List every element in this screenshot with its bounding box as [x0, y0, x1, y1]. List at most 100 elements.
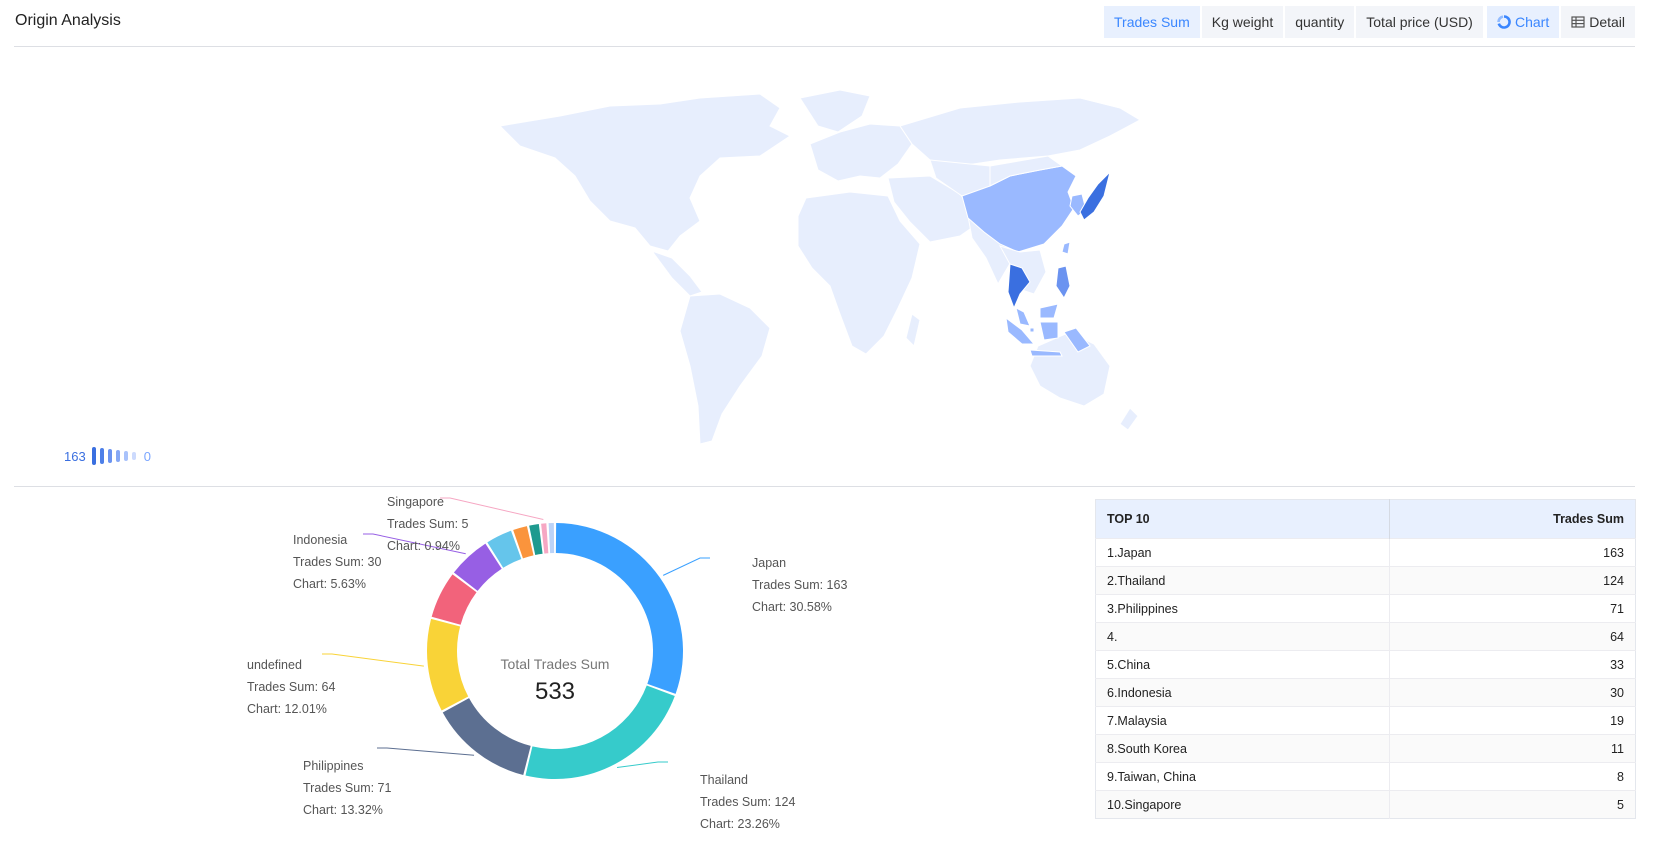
trades-donut-chart: Total Trades Sum 533 Japan Trades Sum: 1…	[230, 486, 910, 841]
slice-trades: Trades Sum: 124	[700, 795, 796, 809]
detail-view-button[interactable]: Detail	[1561, 6, 1636, 38]
row-country: 8.South Korea	[1095, 734, 1390, 763]
slice-name: Indonesia	[293, 533, 348, 547]
row-country: 10.Singapore	[1095, 790, 1390, 819]
slice-label-indonesia: Indonesia Trades Sum: 30 Chart: 5.63%	[293, 529, 381, 595]
map-greenland[interactable]	[799, 89, 871, 133]
leader-line	[616, 761, 668, 769]
table-row: 4. 64	[1095, 622, 1636, 651]
donut-slice-singapore[interactable]	[541, 523, 549, 554]
row-value: 5	[1389, 790, 1636, 819]
row-country: 1.Japan	[1095, 538, 1390, 567]
map-europe[interactable]	[809, 123, 913, 182]
map-new-zealand[interactable]	[1119, 407, 1139, 431]
legend-bar	[107, 449, 112, 463]
slice-name: Singapore	[387, 495, 444, 509]
donut-slice-japan[interactable]	[555, 523, 683, 694]
legend-max-label: 163	[64, 448, 86, 464]
top10-table: TOP 10 Trades Sum 1.Japan 163 2.Thailand 1…	[1095, 499, 1636, 819]
world-map	[498, 89, 1142, 445]
map-visual-legend[interactable]: 163 0	[64, 446, 151, 466]
map-madagascar[interactable]	[905, 313, 921, 347]
donut-slice-thailand[interactable]	[525, 685, 675, 779]
tab-total-price[interactable]: Total price (USD)	[1356, 6, 1483, 38]
row-value: 163	[1389, 538, 1636, 567]
row-country: 6.Indonesia	[1095, 678, 1390, 707]
row-value: 64	[1389, 622, 1636, 651]
slice-trades: Trades Sum: 71	[303, 781, 392, 795]
row-country: 5.China	[1095, 650, 1390, 679]
slice-label-japan: Japan Trades Sum: 163 Chart: 30.58%	[752, 552, 847, 618]
donut-slice-philippines[interactable]	[442, 698, 531, 775]
slice-trades: Trades Sum: 30	[293, 555, 382, 569]
table-row: 6.Indonesia 30	[1095, 678, 1636, 707]
tab-trades-sum[interactable]: Trades Sum	[1104, 6, 1200, 38]
legend-bar	[99, 448, 104, 464]
map-south-america[interactable]	[679, 293, 771, 445]
section-divider	[14, 486, 1635, 487]
donut-slice-south-korea[interactable]	[513, 526, 534, 559]
leader-line	[662, 557, 710, 576]
donut-slice-undefined[interactable]	[427, 618, 469, 711]
slice-name: Japan	[752, 556, 787, 570]
slice-percent: Chart: 30.58%	[752, 600, 832, 614]
slice-percent: Chart: 0.94%	[387, 539, 460, 553]
table-header-trades-sum[interactable]: Trades Sum	[1389, 499, 1636, 539]
legend-min-label: 0	[143, 448, 151, 464]
metric-tabs: Trades Sum Kg weight quantity Total pric…	[1104, 6, 1485, 38]
map-australia[interactable]	[1029, 331, 1111, 407]
chart-view-button[interactable]: Chart	[1487, 6, 1560, 38]
map-north-america[interactable]	[498, 93, 791, 252]
donut-slice-indonesia[interactable]	[453, 543, 502, 591]
slice-label-thailand: Thailand Trades Sum: 124 Chart: 23.26%	[700, 769, 795, 835]
map-thailand[interactable]	[1007, 263, 1031, 310]
map-indonesia[interactable]	[1005, 316, 1091, 357]
chart-view-label: Chart	[1515, 14, 1550, 30]
leader-line	[363, 533, 466, 555]
map-mongolia[interactable]	[989, 155, 1064, 187]
leader-line	[440, 497, 544, 521]
map-russia[interactable]	[899, 97, 1142, 167]
view-toggle: Chart Detail	[1487, 6, 1637, 38]
table-row: 3.Philippines 71	[1095, 594, 1636, 623]
donut-slice-china[interactable]	[431, 574, 477, 625]
donut-svg: Total Trades Sum 533	[322, 497, 710, 779]
slice-trades: Trades Sum: 5	[387, 517, 469, 531]
slice-name: Thailand	[700, 773, 748, 787]
map-africa[interactable]	[797, 191, 921, 355]
legend-bar	[91, 447, 96, 465]
slice-percent: Chart: 13.32%	[303, 803, 383, 817]
donut-slice-taiwan-china[interactable]	[529, 524, 543, 556]
slice-name: Philippines	[303, 759, 364, 773]
table-header-row: TOP 10 Trades Sum	[1095, 499, 1636, 539]
leader-line	[322, 653, 424, 667]
map-singapore[interactable]	[1029, 327, 1035, 333]
page-title: Origin Analysis	[15, 12, 121, 29]
map-taiwan[interactable]	[1061, 241, 1071, 255]
map-central-america[interactable]	[650, 249, 703, 297]
leader-line	[377, 747, 475, 756]
table-row: 5.China 33	[1095, 650, 1636, 679]
map-malaysia[interactable]	[1015, 303, 1059, 327]
map-japan[interactable]	[1079, 170, 1111, 221]
legend-bar	[123, 451, 128, 461]
map-philippines[interactable]	[1055, 265, 1071, 299]
table-row: 2.Thailand 124	[1095, 566, 1636, 595]
donut-slice-other[interactable]	[548, 523, 555, 554]
tab-kg-weight[interactable]: Kg weight	[1201, 6, 1284, 38]
slice-name: undefined	[247, 658, 302, 672]
row-value: 71	[1389, 594, 1636, 623]
detail-view-label: Detail	[1589, 14, 1626, 30]
row-country: 3.Philippines	[1095, 594, 1390, 623]
slice-trades: Trades Sum: 163	[752, 578, 848, 592]
table-header-top10: TOP 10	[1095, 499, 1390, 539]
slice-percent: Chart: 5.63%	[293, 577, 366, 591]
row-value: 11	[1389, 734, 1636, 763]
table-row: 7.Malaysia 19	[1095, 706, 1636, 735]
row-value: 8	[1389, 762, 1636, 791]
tab-quantity[interactable]: quantity	[1285, 6, 1355, 38]
slice-label-undefined: undefined Trades Sum: 64 Chart: 12.01%	[247, 654, 335, 720]
donut-slice-malaysia[interactable]	[487, 530, 522, 568]
table-row: 8.South Korea 11	[1095, 734, 1636, 763]
